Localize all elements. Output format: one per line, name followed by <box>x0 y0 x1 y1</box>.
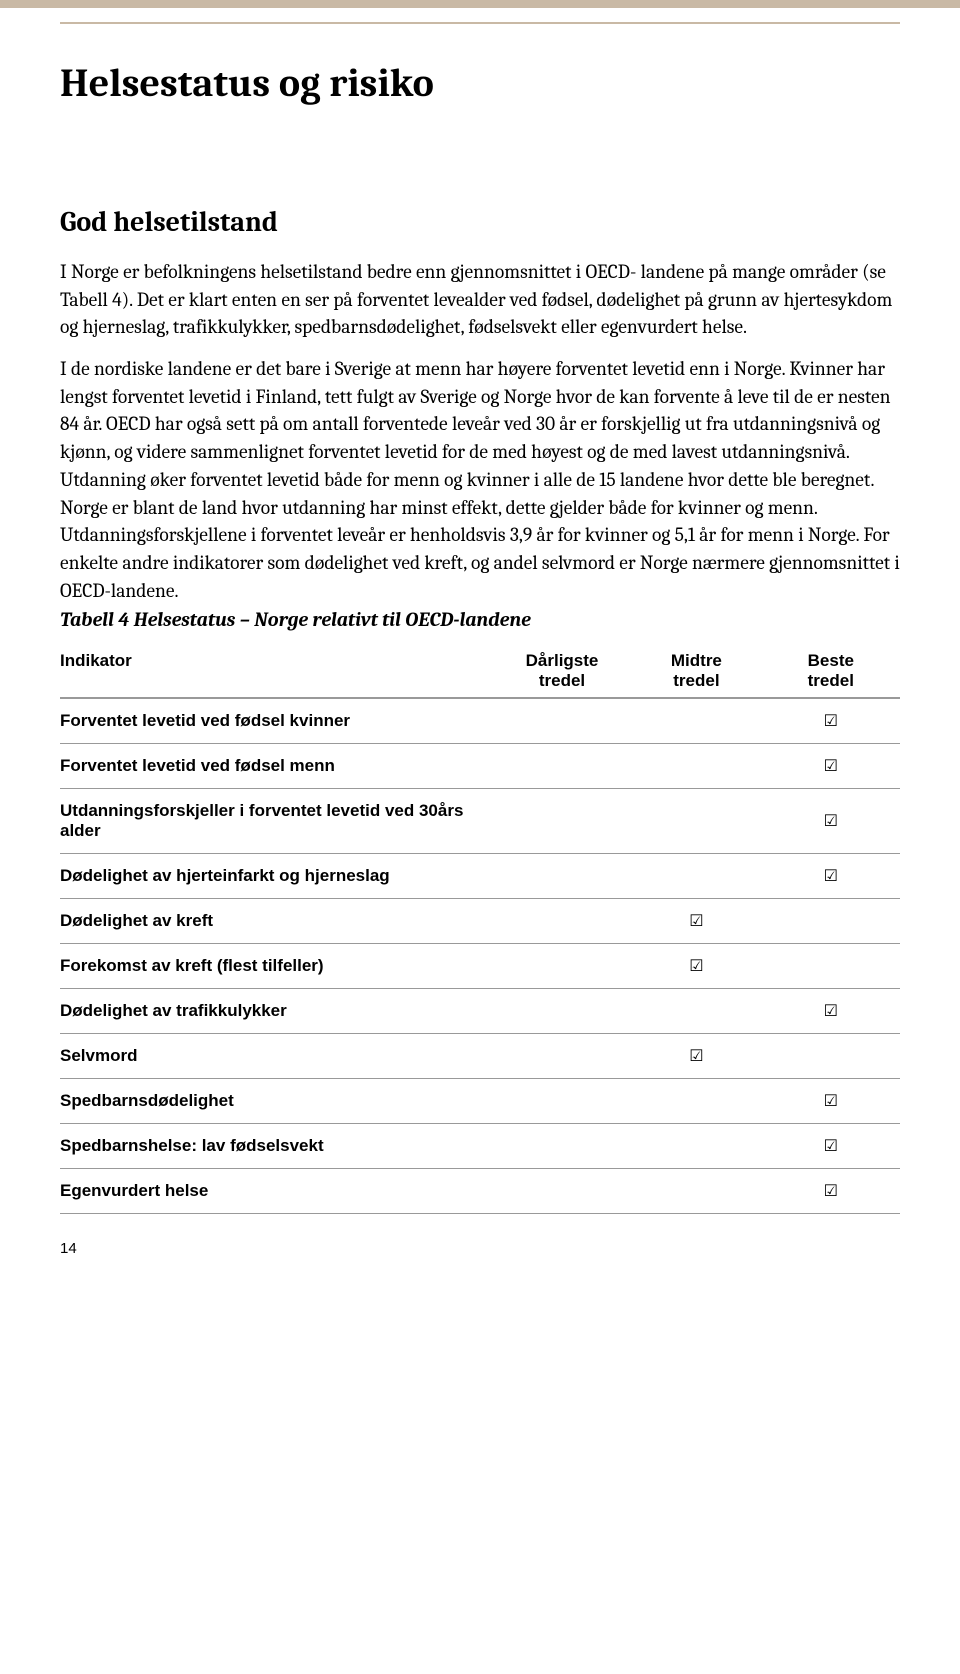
row-label: Dødelighet av hjerteinfarkt og hjernesla… <box>60 854 497 899</box>
check-cell <box>497 1034 631 1079</box>
check-cell <box>631 698 765 744</box>
check-cell <box>497 1169 631 1214</box>
col-worst: Dårligste tredel <box>497 645 631 698</box>
check-cell: ☑ <box>766 989 900 1034</box>
col-indicator: Indikator <box>60 645 497 698</box>
check-cell: ☑ <box>766 1169 900 1214</box>
check-cell <box>497 899 631 944</box>
col-best-top: Beste <box>808 651 854 670</box>
row-label: Forekomst av kreft (flest tilfeller) <box>60 944 497 989</box>
col-mid-sub: tredel <box>631 671 761 691</box>
row-label: Dødelighet av trafikkulykker <box>60 989 497 1034</box>
row-label: Egenvurdert helse <box>60 1169 497 1214</box>
table-row: Selvmord ☑ <box>60 1034 900 1079</box>
check-cell <box>497 1079 631 1124</box>
check-cell: ☑ <box>766 854 900 899</box>
check-cell <box>766 1034 900 1079</box>
row-label: Spedbarnsdødelighet <box>60 1079 497 1124</box>
check-cell: ☑ <box>766 744 900 789</box>
table-row: Dødelighet av kreft ☑ <box>60 899 900 944</box>
section-heading: God helsetilstand <box>60 206 900 238</box>
table-row: Utdanningsforskjeller i forventet leveti… <box>60 789 900 854</box>
check-cell: ☑ <box>766 1079 900 1124</box>
check-cell <box>766 899 900 944</box>
row-label: Forventet levetid ved fødsel kvinner <box>60 698 497 744</box>
check-cell: ☑ <box>766 789 900 854</box>
table-row: Spedbarnshelse: lav fødselsvekt ☑ <box>60 1124 900 1169</box>
col-mid: Midtre tredel <box>631 645 765 698</box>
col-best-sub: tredel <box>766 671 896 691</box>
check-cell <box>631 1124 765 1169</box>
table-row: Dødelighet av trafikkulykker ☑ <box>60 989 900 1034</box>
check-cell <box>497 944 631 989</box>
table-row: Dødelighet av hjerteinfarkt og hjernesla… <box>60 854 900 899</box>
check-cell <box>497 1124 631 1169</box>
check-cell: ☑ <box>766 698 900 744</box>
check-cell <box>631 1079 765 1124</box>
row-label: Spedbarnshelse: lav fødselsvekt <box>60 1124 497 1169</box>
table-caption: Tabell 4 Helsestatus – Norge relativt ti… <box>60 608 900 631</box>
check-cell <box>766 944 900 989</box>
check-cell <box>631 789 765 854</box>
check-cell <box>497 989 631 1034</box>
health-status-table: Indikator Dårligste tredel Midtre tredel… <box>60 645 900 1214</box>
table-body: Forventet levetid ved fødsel kvinner ☑ F… <box>60 698 900 1214</box>
check-cell <box>497 744 631 789</box>
check-cell: ☑ <box>631 1034 765 1079</box>
check-cell <box>497 698 631 744</box>
row-label: Forventet levetid ved fødsel menn <box>60 744 497 789</box>
check-cell <box>631 1169 765 1214</box>
col-worst-top: Dårligste <box>526 651 599 670</box>
check-cell <box>497 854 631 899</box>
table-row: Forekomst av kreft (flest tilfeller) ☑ <box>60 944 900 989</box>
col-best: Beste tredel <box>766 645 900 698</box>
header-thin-bar <box>60 22 900 24</box>
body-paragraph-2: I de nordiske landene er det bare i Sver… <box>60 355 900 604</box>
row-label: Dødelighet av kreft <box>60 899 497 944</box>
check-cell: ☑ <box>766 1124 900 1169</box>
col-mid-top: Midtre <box>671 651 722 670</box>
row-label: Selvmord <box>60 1034 497 1079</box>
check-cell: ☑ <box>631 944 765 989</box>
check-cell <box>631 989 765 1034</box>
check-cell <box>631 744 765 789</box>
check-cell <box>631 854 765 899</box>
row-label: Utdanningsforskjeller i forventet leveti… <box>60 789 497 854</box>
table-row: Forventet levetid ved fødsel kvinner ☑ <box>60 698 900 744</box>
body-paragraph-1: I Norge er befolkningens helsetilstand b… <box>60 258 900 341</box>
page-title: Helsestatus og risiko <box>60 60 900 106</box>
table-header-row: Indikator Dårligste tredel Midtre tredel… <box>60 645 900 698</box>
table-row: Spedbarnsdødelighet ☑ <box>60 1079 900 1124</box>
col-worst-sub: tredel <box>497 671 627 691</box>
page-number: 14 <box>60 1240 900 1257</box>
table-row: Egenvurdert helse ☑ <box>60 1169 900 1214</box>
check-cell <box>497 789 631 854</box>
header-thick-bar <box>0 0 960 8</box>
table-row: Forventet levetid ved fødsel menn ☑ <box>60 744 900 789</box>
check-cell: ☑ <box>631 899 765 944</box>
